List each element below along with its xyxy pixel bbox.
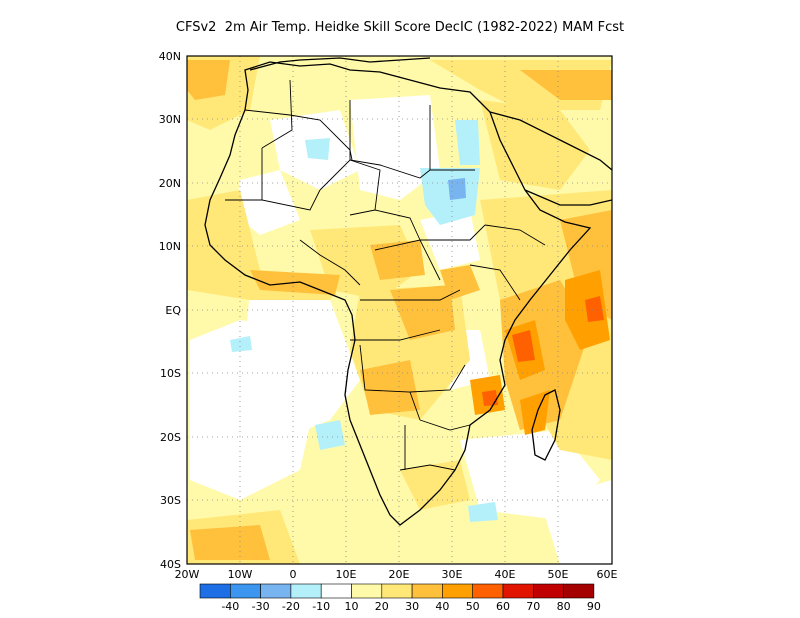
legend-label: -40 — [221, 600, 239, 613]
legend-swatch — [351, 583, 383, 599]
lat-label: 40N — [159, 50, 181, 63]
legend-label: 30 — [405, 600, 419, 613]
legend-label: -10 — [312, 600, 330, 613]
legend-label: 90 — [587, 600, 601, 613]
skill-score-field — [187, 56, 612, 564]
legend-label: 60 — [496, 600, 510, 613]
legend-swatch — [532, 583, 564, 599]
legend-label: -20 — [282, 600, 300, 613]
latitude-labels: 40N 30N 20N 10N EQ 10S 20S 30S 40S — [159, 50, 182, 571]
legend-swatch — [260, 583, 292, 599]
lon-label: 40E — [495, 568, 516, 581]
lon-label: 30E — [442, 568, 463, 581]
lon-label: 50E — [548, 568, 569, 581]
legend-label: 80 — [557, 600, 571, 613]
lat-label: 10S — [160, 367, 181, 380]
legend-label: 10 — [345, 600, 359, 613]
color-legend: -40 -30 -20 -10 10 20 30 40 50 60 70 80 90 — [199, 583, 601, 613]
lat-label: 30N — [159, 113, 181, 126]
longitude-labels: 20W 10W 0 10E 20E 30E 40E 50E 60E — [175, 568, 618, 581]
legend-swatch — [290, 583, 322, 599]
lon-label: 0 — [290, 568, 297, 581]
lat-label: 20N — [159, 177, 181, 190]
country-borders — [225, 79, 546, 471]
lat-label: 10N — [159, 240, 181, 253]
lon-label: 60E — [597, 568, 618, 581]
graticule — [187, 56, 612, 564]
legend-label: 70 — [526, 600, 540, 613]
legend-swatch — [199, 583, 231, 599]
map-frame — [186, 55, 613, 565]
map-title: CFSv2 2m Air Temp. Heidke Skill Score De… — [175, 20, 625, 35]
lat-label: EQ — [165, 304, 181, 317]
legend-swatch — [411, 583, 443, 599]
lon-label: 20E — [389, 568, 410, 581]
lon-label: 10W — [228, 568, 253, 581]
lat-label: 20S — [160, 431, 181, 444]
legend-swatch — [442, 583, 473, 599]
legend-label: 20 — [375, 600, 389, 613]
legend-swatch — [381, 583, 413, 599]
legend-label: 50 — [466, 600, 480, 613]
legend-swatch — [320, 583, 352, 599]
lon-label: 20W — [175, 568, 200, 581]
lat-label: 30S — [160, 494, 181, 507]
legend-swatch — [502, 583, 534, 599]
legend-swatch — [472, 583, 504, 599]
legend-swatch — [230, 583, 261, 599]
lat-label: 40S — [160, 558, 181, 571]
legend-label: -30 — [252, 600, 270, 613]
lon-label: 10E — [336, 568, 357, 581]
legend-label: 40 — [435, 600, 449, 613]
legend-swatch — [563, 583, 595, 599]
